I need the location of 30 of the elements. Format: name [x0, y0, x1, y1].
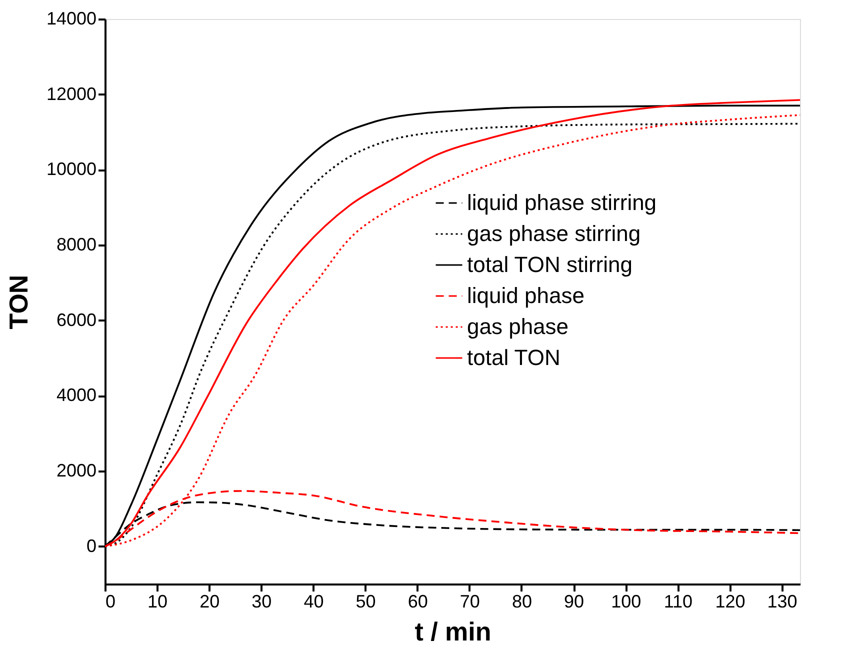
x-tick-label: 120 — [715, 592, 746, 612]
legend-label: total TON — [467, 345, 560, 370]
x-tick-label: 30 — [252, 592, 272, 612]
x-tick-label: 130 — [767, 592, 798, 612]
x-tick-label: 70 — [460, 592, 480, 612]
x-axis-title: t / min — [414, 616, 492, 646]
x-tick-label: 90 — [564, 592, 584, 612]
legend-label: liquid phase — [467, 283, 584, 308]
legend-label: gas phase — [467, 314, 569, 339]
x-tick-label: 20 — [200, 592, 220, 612]
y-tick-label: 4000 — [56, 385, 96, 406]
y-tick-label: 12000 — [46, 84, 96, 104]
y-tick-label: 6000 — [56, 310, 96, 330]
x-tick-label: 110 — [664, 592, 693, 612]
x-tick-label: 10 — [148, 592, 168, 612]
x-tick-label: 50 — [356, 592, 376, 612]
x-tick-label: 0 — [106, 592, 116, 612]
y-tick-label: 14000 — [46, 8, 96, 28]
y-tick-label: 2000 — [56, 460, 96, 480]
y-tick-label: 0 — [86, 536, 96, 556]
legend-label: liquid phase stirring — [467, 190, 657, 215]
x-tick-label: 60 — [408, 592, 428, 612]
y-axis-title: TON — [3, 274, 34, 330]
x-tick-label: 40 — [304, 592, 324, 612]
legend-label: total TON stirring — [467, 252, 632, 277]
legend-label: gas phase stirring — [467, 221, 641, 246]
y-tick-label: 10000 — [46, 159, 96, 180]
x-tick-label: 80 — [512, 592, 532, 612]
y-tick-label: 8000 — [56, 234, 96, 254]
x-tick-label: 100 — [611, 592, 642, 612]
